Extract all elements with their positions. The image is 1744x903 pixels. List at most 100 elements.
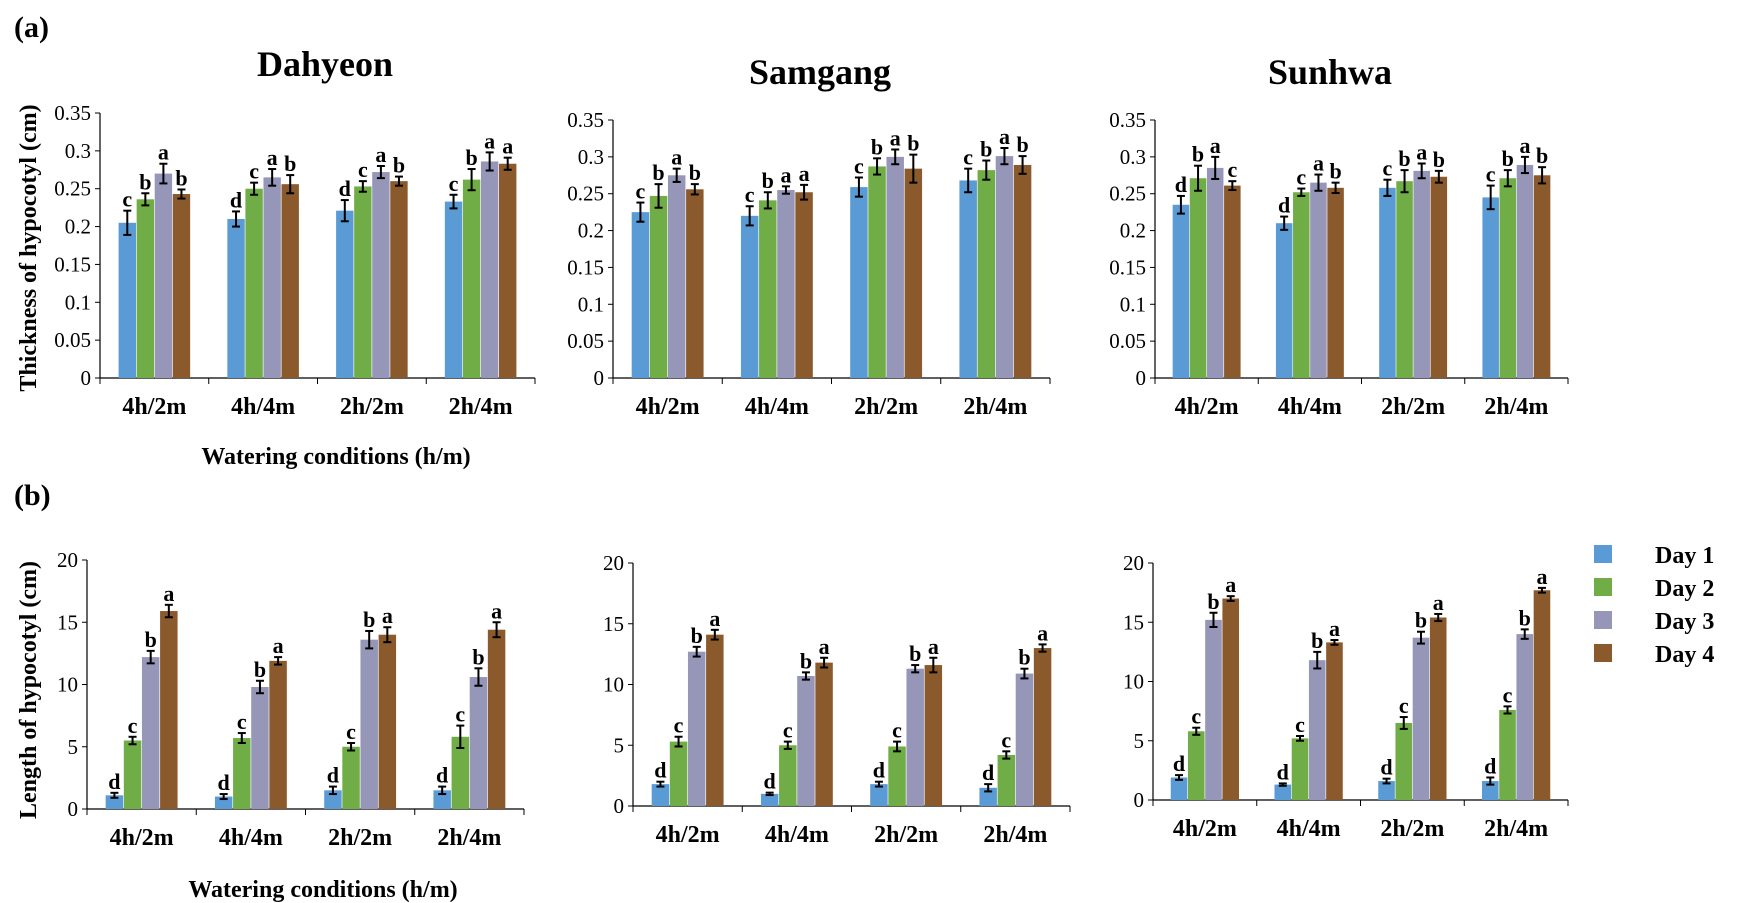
bar — [1378, 781, 1395, 800]
significance-letter: c — [1503, 682, 1513, 707]
significance-letter: c — [1399, 693, 1409, 718]
y-tick-label: 10 — [603, 673, 624, 697]
x-tick-label: 2h/4m — [449, 394, 513, 420]
legend-swatch-day-3 — [1594, 611, 1612, 629]
charts: Dahyeon00.050.10.150.20.250.30.354h/2mcb… — [54, 44, 1569, 851]
significance-letter: b — [1018, 645, 1030, 670]
significance-letter: c — [674, 713, 684, 738]
bar — [797, 675, 815, 806]
y-tick-label: 20 — [603, 551, 624, 575]
significance-letter: a — [1037, 620, 1048, 645]
x-tick-label: 4h/4m — [745, 394, 809, 420]
significance-letter: b — [871, 134, 883, 159]
bar — [795, 192, 813, 378]
y-tick-label: 0 — [1136, 366, 1147, 390]
significance-letter: d — [436, 763, 448, 788]
bar — [154, 173, 173, 378]
bar — [360, 639, 378, 809]
bar — [870, 784, 888, 806]
x-tick-label: 4h/4m — [1278, 394, 1342, 420]
y-tick-label: 0 — [68, 797, 79, 821]
significance-letter: a — [163, 581, 174, 606]
x-tick-label: 2h/2m — [1381, 394, 1445, 420]
bar — [336, 210, 354, 378]
significance-letter: a — [484, 128, 495, 153]
significance-letter: b — [1329, 159, 1341, 184]
significance-letter: b — [1433, 147, 1445, 172]
bar — [1413, 170, 1430, 378]
significance-letter: c — [1295, 712, 1305, 737]
legend: Day 1 Day 2 Day 3 Day 4 — [1594, 543, 1714, 668]
bar — [105, 795, 124, 809]
chart-title: Dahyeon — [257, 44, 393, 84]
bar — [1310, 182, 1327, 378]
y-tick-label: 0 — [594, 366, 605, 390]
significance-letter: d — [218, 770, 230, 795]
significance-letter: c — [745, 182, 755, 207]
significance-letter: b — [254, 657, 266, 682]
legend-label-day-3: Day 3 — [1655, 609, 1714, 635]
significance-letter: b — [652, 160, 664, 185]
bar — [868, 166, 886, 378]
x-tick-label: 4h/2m — [1175, 394, 1239, 420]
significance-letter: b — [1398, 146, 1410, 171]
significance-letter: b — [689, 160, 701, 185]
panel-label-b: (b) — [14, 479, 51, 512]
bar — [1222, 598, 1240, 800]
significance-letter: c — [1486, 162, 1496, 187]
y-tick-label: 0.1 — [1120, 292, 1146, 316]
significance-letter: d — [1175, 172, 1187, 197]
legend-label-day-2: Day 2 — [1655, 576, 1714, 602]
x-tick-label: 4h/2m — [636, 394, 700, 420]
x-tick-label: 4h/4m — [231, 394, 295, 420]
significance-letter: a — [799, 161, 810, 186]
x-tick-label: 4h/4m — [765, 822, 829, 848]
bar — [1205, 619, 1222, 800]
y-tick-label: 0.25 — [54, 177, 91, 201]
bar — [977, 170, 996, 378]
significance-letter: d — [654, 758, 666, 783]
significance-letter: c — [122, 187, 132, 212]
bar — [1275, 223, 1293, 378]
bar — [1327, 187, 1344, 378]
y-tick-label: 0.15 — [54, 252, 91, 276]
significance-letter: d — [1380, 755, 1392, 780]
bar — [979, 787, 997, 806]
bar — [136, 199, 155, 378]
bar — [487, 629, 506, 809]
x-tick-label: 2h/2m — [854, 394, 918, 420]
y-tick-label: 0 — [1134, 788, 1145, 812]
bar — [686, 189, 704, 378]
significance-letter: b — [1536, 143, 1548, 168]
bar — [631, 212, 650, 378]
significance-letter: b — [472, 644, 484, 669]
bar — [269, 660, 287, 809]
bar — [906, 668, 924, 806]
significance-letter: a — [375, 142, 386, 167]
y-tick-label: 0.1 — [65, 290, 91, 314]
x-tick-label: 2h/2m — [328, 825, 392, 851]
bar — [1499, 178, 1517, 378]
bar — [1326, 642, 1343, 800]
y-tick-label: 0 — [81, 366, 92, 390]
bar — [245, 188, 263, 378]
y-tick-label: 5 — [1134, 729, 1145, 753]
significance-letter: c — [455, 702, 465, 727]
significance-letter: a — [1210, 133, 1221, 158]
significance-letter: a — [1416, 139, 1427, 164]
b-y-axis-title: Length of hypocotyl (cm) — [16, 561, 42, 819]
significance-letter: b — [465, 145, 477, 170]
y-tick-label: 10 — [1123, 670, 1144, 694]
chart-2: Samgang00.050.10.150.20.250.30.354h/2mcb… — [567, 52, 1051, 420]
y-tick-label: 5 — [614, 733, 625, 757]
bar — [480, 161, 499, 378]
bar — [1293, 192, 1310, 378]
significance-letter: a — [671, 145, 682, 170]
bar — [1429, 617, 1447, 800]
bar — [433, 790, 451, 809]
significance-letter: a — [890, 125, 901, 150]
bar — [1308, 660, 1326, 800]
bar — [1274, 784, 1292, 800]
y-tick-label: 0.2 — [65, 215, 91, 239]
bar — [740, 215, 759, 378]
